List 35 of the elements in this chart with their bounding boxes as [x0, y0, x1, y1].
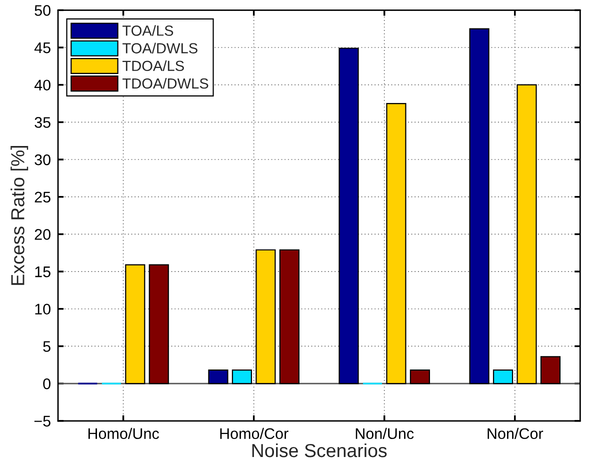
x-tick-label: Non/Unc [356, 428, 414, 440]
bar [492, 370, 514, 384]
legend-label: TOA/DWLS [122, 42, 198, 54]
legend-label: TOA/LS [122, 25, 174, 36]
y-tick-label: 45 [34, 42, 50, 54]
y-tick-label: 5 [43, 341, 50, 352]
bar [125, 264, 146, 384]
bar [256, 249, 276, 384]
x-tick-label: Non/Cor [488, 428, 544, 440]
bar [232, 370, 252, 384]
bar [338, 48, 359, 384]
y-tick-label: 20 [34, 229, 50, 240]
x-tick-label: Homo/Unc [88, 428, 159, 440]
bar [516, 84, 537, 384]
x-tick-label: Homo/Cor [220, 428, 288, 440]
y-tick-label: −5 [34, 416, 50, 427]
y-tick-label: 15 [35, 266, 50, 278]
y-tick-label: 30 [34, 154, 50, 166]
bar [540, 356, 561, 384]
y-tick-label: 40 [34, 80, 50, 91]
y-tick-label: 10 [35, 304, 50, 315]
x-axis-title: Noise Scenarios [252, 443, 387, 458]
y-axis-title: Excess Ratio [%] [10, 146, 28, 285]
legend-label: TDOA/LS [122, 60, 184, 72]
legend-label: TDOA/DWLS [122, 78, 208, 89]
bar [279, 249, 300, 384]
bar [386, 102, 406, 384]
y-tick-label: 35 [34, 117, 50, 128]
bar [148, 264, 169, 384]
y-tick-label: 25 [34, 192, 50, 203]
y-tick-label: 0 [43, 378, 50, 390]
bar [469, 28, 490, 384]
bar [410, 370, 430, 384]
y-tick-label: 50 [34, 5, 50, 16]
bar [208, 370, 228, 384]
